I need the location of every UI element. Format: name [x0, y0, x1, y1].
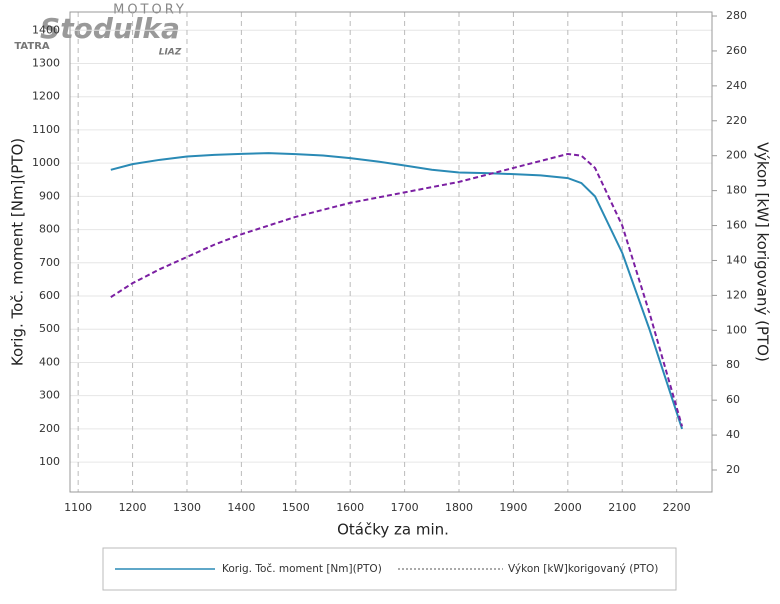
- x-tick-label: 1300: [173, 501, 201, 514]
- y-tick-label: 1300: [32, 56, 60, 69]
- y-tick-label: 400: [39, 355, 60, 368]
- x-axis-title: Otáčky za min.: [337, 521, 449, 539]
- y-tick-label: 1200: [32, 90, 60, 103]
- y2-tick-label: 120: [726, 288, 747, 301]
- x-tick-label: 1900: [499, 501, 527, 514]
- y-tick-label: 1100: [32, 123, 60, 136]
- x-tick-label: 1700: [391, 501, 419, 514]
- y2-tick-label: 80: [726, 358, 740, 371]
- logo-left: TATRA: [14, 41, 50, 52]
- y-tick-label: 1000: [32, 156, 60, 169]
- logo-right: LIAZ: [159, 48, 182, 58]
- legend-label: Korig. Toč. moment [Nm](PTO): [222, 563, 382, 575]
- y2-tick-label: 60: [726, 393, 740, 406]
- x-tick-label: 1200: [119, 501, 147, 514]
- y2-tick-label: 20: [726, 463, 740, 476]
- y2-tick-label: 280: [726, 9, 747, 22]
- y2-tick-label: 100: [726, 323, 747, 336]
- series-line: [110, 152, 684, 430]
- x-tick-label: 1600: [336, 501, 364, 514]
- legend-label: Výkon [kW]korigovaný (PTO): [508, 563, 658, 575]
- y2-tick-label: 200: [726, 149, 747, 162]
- y-tick-label: 600: [39, 289, 60, 302]
- logo-top: MOTORY: [113, 3, 187, 18]
- y-tick-label: 500: [39, 322, 60, 335]
- y-tick-label: 800: [39, 223, 60, 236]
- logo-name: Stodulka: [40, 12, 180, 45]
- y2-tick-label: 40: [726, 428, 740, 441]
- y2-axis-title: Výkon [kW] korigovaný (PTO): [754, 142, 772, 362]
- y-tick-label: 100: [39, 455, 60, 468]
- x-tick-label: 2100: [608, 501, 636, 514]
- y-axis-title: Korig. Toč. moment [Nm](PTO): [9, 138, 27, 366]
- y-tick-label: 1400: [32, 23, 60, 36]
- y2-tick-label: 160: [726, 219, 747, 232]
- y2-tick-label: 240: [726, 79, 747, 92]
- series-line: [110, 152, 684, 427]
- y-tick-label: 900: [39, 189, 60, 202]
- x-tick-label: 1800: [445, 501, 473, 514]
- x-tick-label: 2200: [663, 501, 691, 514]
- y2-tick-label: 180: [726, 184, 747, 197]
- y2-tick-label: 140: [726, 253, 747, 266]
- y-tick-label: 700: [39, 256, 60, 269]
- y2-tick-label: 220: [726, 114, 747, 127]
- y2-tick-label: 260: [726, 44, 747, 57]
- x-tick-label: 2000: [554, 501, 582, 514]
- y-tick-label: 200: [39, 422, 60, 435]
- y-tick-label: 300: [39, 389, 60, 402]
- x-tick-label: 1100: [64, 501, 92, 514]
- plot-frame: [69, 11, 713, 493]
- legend-box: [102, 547, 677, 591]
- x-tick-label: 1400: [227, 501, 255, 514]
- x-tick-label: 1500: [282, 501, 310, 514]
